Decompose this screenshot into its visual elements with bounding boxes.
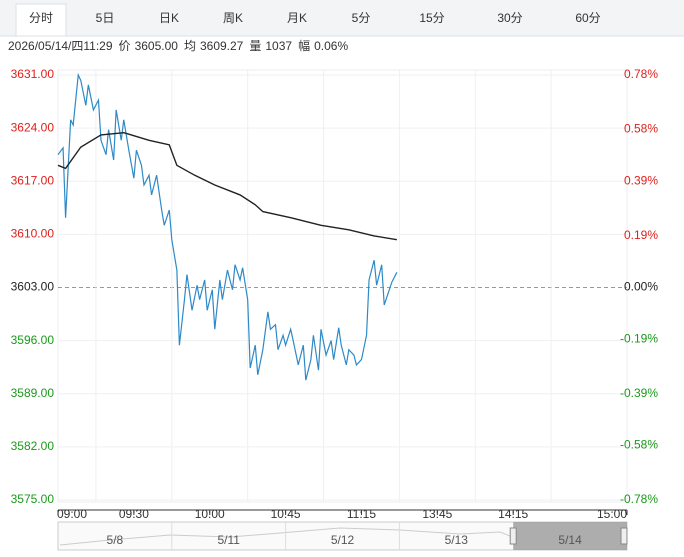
tab[interactable]: 5分 — [352, 11, 371, 25]
y2-tick-label: -0.58% — [620, 438, 658, 452]
x-tick-label: 09:30 — [119, 507, 149, 521]
tab[interactable]: 分时 — [29, 11, 53, 25]
info-label: 幅 — [298, 38, 310, 53]
y-tick-label: 3589.00 — [11, 386, 55, 400]
y2-tick-label: -0.39% — [620, 386, 658, 400]
info-value: 3605.00 — [135, 39, 179, 53]
y-tick-label: 3582.00 — [11, 439, 55, 453]
tab[interactable]: 月K — [287, 11, 307, 25]
y-tick-label: 3596.00 — [11, 333, 55, 347]
navigator-date: 5/13 — [445, 533, 469, 547]
y2-tick-label: -0.78% — [620, 492, 658, 506]
price-line — [57, 131, 397, 241]
tab[interactable]: 日K — [159, 11, 179, 25]
tab[interactable]: 15分 — [419, 11, 444, 25]
info-value: 0.06% — [314, 39, 348, 53]
info-datetime: 2026/05/14/四11:29 — [8, 39, 113, 53]
y-tick-label: 3617.00 — [11, 173, 55, 187]
tab-active[interactable] — [15, 3, 67, 37]
x-tick-label: 10:00 — [195, 507, 225, 521]
plot-frame — [57, 69, 628, 503]
x-tick-label: 11:15 — [347, 507, 376, 521]
x-tick-label: 09:00 — [57, 507, 87, 521]
navigator-date: 5/12 — [331, 533, 355, 547]
navigator-selection[interactable] — [513, 522, 627, 550]
y-tick-label: 3610.00 — [11, 227, 55, 241]
y2-tick-label: 0.19% — [624, 228, 658, 242]
y2-tick-label: 0.78% — [624, 67, 658, 81]
y2-tick-label: -0.19% — [620, 331, 658, 345]
tab[interactable]: 60分 — [575, 11, 600, 25]
info-label: 均 — [184, 39, 196, 53]
navigator-date: 5/14 — [558, 533, 582, 547]
navigator-trace — [59, 527, 511, 546]
navigator-date: 5/11 — [217, 533, 240, 547]
tab[interactable]: 30分 — [497, 11, 522, 25]
price-line — [57, 72, 398, 381]
info-label: 量 — [249, 39, 261, 53]
y-tick-label: 3624.00 — [11, 120, 55, 134]
info-value: 1037 — [265, 39, 292, 53]
x-tick-label: 13:45 — [422, 507, 452, 521]
y-tick-label: 3631.00 — [11, 67, 55, 81]
x-tick-label: 15:00 — [597, 507, 627, 521]
navigator-handle[interactable] — [509, 527, 517, 545]
x-tick-label: 10:45 — [271, 507, 301, 521]
y2-tick-label: 0.00% — [624, 280, 658, 294]
tab[interactable]: 周K — [223, 11, 243, 25]
x-tick-label: 14:15 — [498, 507, 528, 521]
y-tick-label: 3603.00 — [11, 280, 55, 294]
tab[interactable]: 5日 — [96, 11, 115, 25]
tab-bar — [0, 0, 684, 36]
navigator-handle[interactable] — [620, 527, 628, 545]
y2-tick-label: 0.58% — [624, 122, 658, 136]
y-tick-label: 3575.00 — [11, 492, 55, 506]
info-value: 3609.27 — [200, 39, 244, 53]
info-label: 价 — [119, 39, 131, 53]
info-line: 2026/05/14/四11:29 价 3605.00 均 3609.27 量 1037 幅 0… — [8, 38, 348, 53]
y2-tick-label: 0.39% — [624, 173, 658, 187]
navigator-date: 5/8 — [107, 533, 124, 547]
